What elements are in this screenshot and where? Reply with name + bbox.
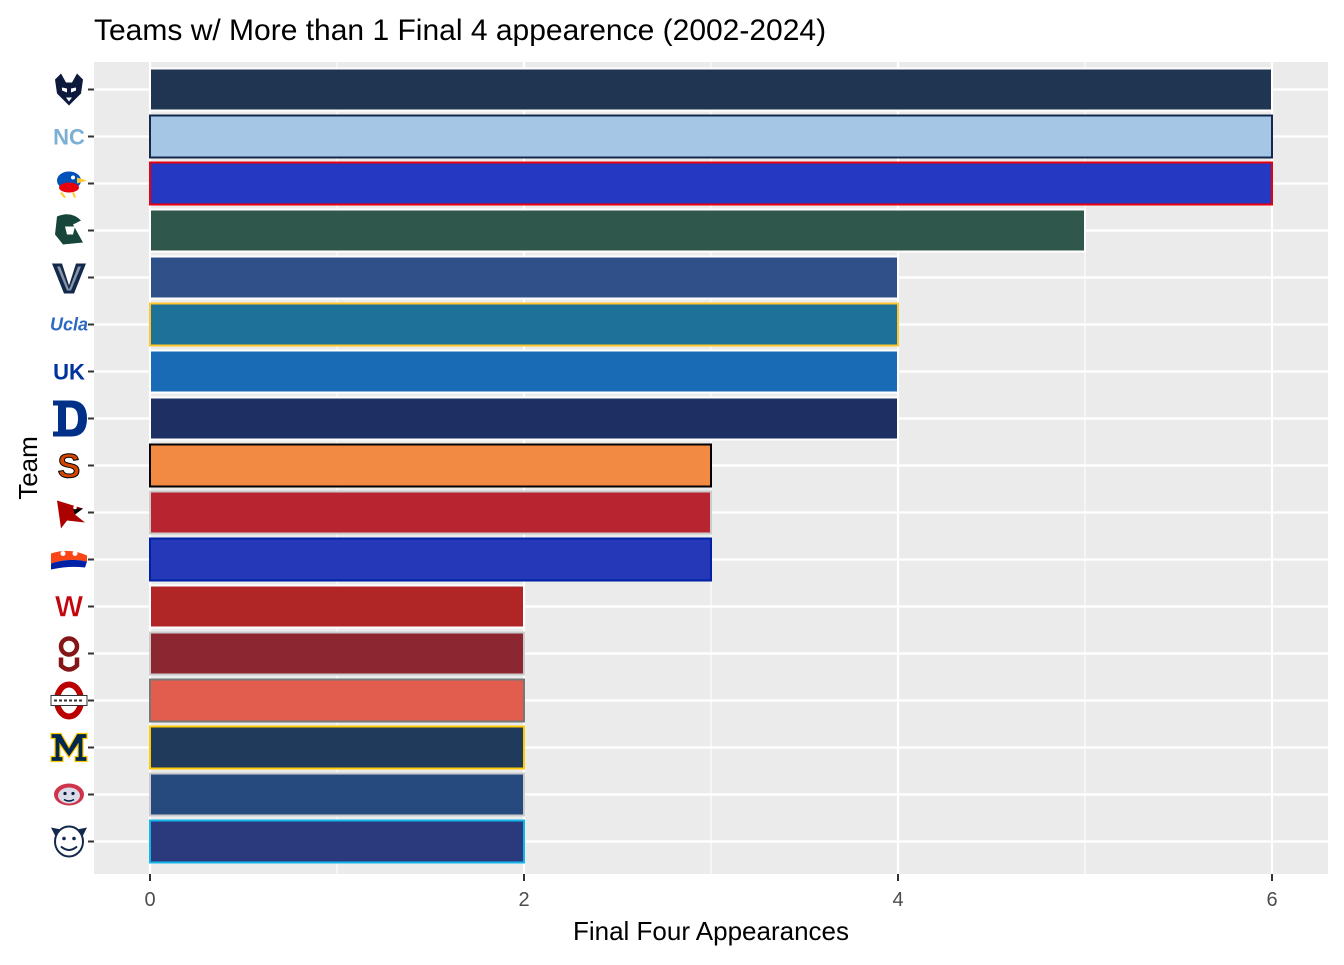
wisconsin-w-logo-icon: W xyxy=(55,590,85,624)
svg-text:UK: UK xyxy=(53,360,85,385)
svg-text:W: W xyxy=(55,591,84,624)
bar-michigan-block-m xyxy=(149,725,525,770)
axes: 0 2 4 6 NC Ucla UK S W xyxy=(50,73,1278,911)
duke-d-logo-icon xyxy=(53,400,87,437)
villanova-v-logo-icon xyxy=(52,263,86,294)
unc-interlocking-nc-logo-icon: NC xyxy=(53,125,85,150)
florida-gator-logo-icon xyxy=(51,550,87,570)
bar-ohio-state xyxy=(149,678,525,723)
ohio-state-logo-icon xyxy=(50,681,88,720)
bar-florida-gator xyxy=(149,537,712,582)
bar-duke-d xyxy=(149,396,899,441)
uconn-husky-logo-icon xyxy=(55,73,83,106)
michigan-state-spartan-logo-icon xyxy=(55,214,83,245)
bar-wisconsin-w xyxy=(149,584,525,629)
bar-syracuse-s xyxy=(149,443,712,488)
x-tick-label: 2 xyxy=(518,889,529,911)
x-tick-label: 0 xyxy=(144,889,155,911)
bar-michigan-state-spartan xyxy=(149,208,1086,253)
chart-title: Teams w/ More than 1 Final 4 appearence … xyxy=(94,14,826,47)
ucla-script-logo-icon: Ucla xyxy=(50,315,88,335)
bar-kentucky-uk xyxy=(149,349,899,394)
x-axis-label: Final Four Appearances xyxy=(573,916,849,946)
butler-bulldog-logo-icon xyxy=(51,825,87,858)
louisville-cardinal-logo-icon xyxy=(57,500,85,529)
bar-louisville-cardinal xyxy=(149,490,712,535)
gonzaga-bulldog-logo-icon xyxy=(54,783,84,806)
bar-villanova-v xyxy=(149,255,899,300)
bar-uconn-husky xyxy=(149,67,1273,112)
bar-butler-bulldog xyxy=(149,819,525,864)
syracuse-s-logo-icon: S xyxy=(57,447,81,486)
bar-unc-interlocking-nc xyxy=(149,114,1273,159)
bar-oklahoma-ou xyxy=(149,631,525,676)
bar-kansas-jayhawk xyxy=(149,161,1273,206)
kentucky-uk-logo-icon: UK xyxy=(53,360,85,385)
bars xyxy=(149,67,1273,864)
kansas-jayhawk-logo-icon xyxy=(57,171,87,199)
svg-text:NC: NC xyxy=(53,125,85,150)
michigan-block-m-logo-icon xyxy=(50,732,88,763)
x-tick-label: 6 xyxy=(1266,889,1277,911)
bar-ucla-script xyxy=(149,302,899,347)
x-tick-label: 4 xyxy=(892,889,903,911)
bar-gonzaga-bulldog xyxy=(149,772,525,817)
svg-text:Ucla: Ucla xyxy=(50,315,88,335)
oklahoma-ou-logo-icon xyxy=(58,636,80,672)
y-axis-label: Team xyxy=(13,436,43,500)
svg-text:S: S xyxy=(58,448,81,486)
